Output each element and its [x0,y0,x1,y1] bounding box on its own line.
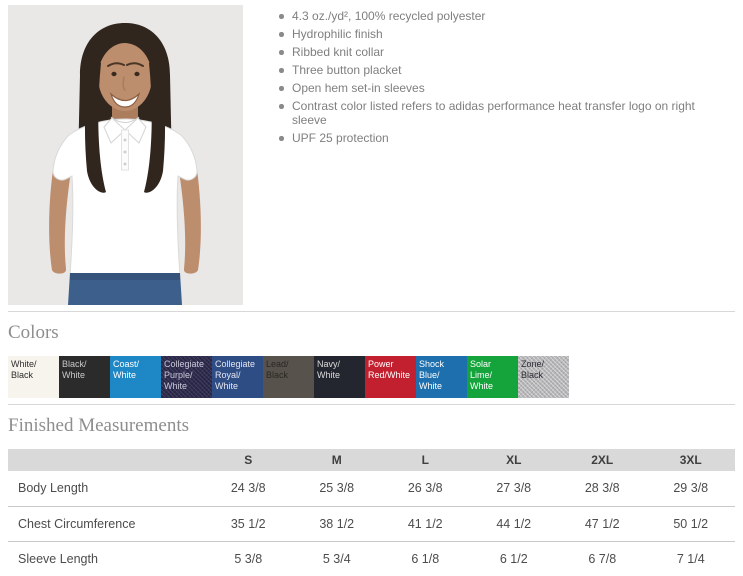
color-swatch-label: Collegiate Purple/ White [164,359,205,391]
color-swatch-solar-lime-white[interactable]: Solar Lime/ White [467,356,518,398]
measurement-value: 35 1/2 [204,505,293,541]
feature-item: 4.3 oz./yd², 100% recycled polyester [277,9,698,23]
size-column-header: 2XL [558,449,647,471]
table-row: Body Length 24 3/8 25 3/8 26 3/8 27 3/8 … [8,471,735,506]
measurement-value: 26 3/8 [407,481,443,496]
measurement-value: 7 1/4 [646,540,735,576]
empty-corner-cell [8,449,204,471]
size-column-header: XL [469,449,558,471]
feature-item: Hydrophilic finish [277,27,698,41]
color-swatch-label: Collegiate Royal/ White [215,359,256,391]
color-swatch-shock-blue-white[interactable]: Shock Blue/ White [416,356,467,398]
product-overview-section: 4.3 oz./yd², 100% recycled polyester Hyd… [8,5,735,305]
feature-item: Open hem set-in sleeves [277,81,698,95]
feature-item: UPF 25 protection [277,131,698,145]
color-swatch-label: Navy/ White [317,359,341,380]
measurement-value: 5 3/8 [204,540,293,576]
measurement-value: 28 3/8 [584,481,620,496]
color-swatch-label: Coast/ White [113,359,140,380]
size-column-header: L [381,449,470,471]
section-divider [8,404,735,405]
table-row: Sleeve Length 5 3/8 5 3/4 6 1/8 6 1/2 6 … [8,540,735,576]
color-swatch-lead-black[interactable]: Lead/ Black [263,356,314,398]
color-swatch-label: Zone/ Black [521,359,545,380]
measurement-value: 6 7/8 [558,540,647,576]
color-swatch-coast-white[interactable]: Coast/ White [110,356,161,398]
feature-item: Ribbed knit collar [277,45,698,59]
feature-item: Three button placket [277,63,698,77]
color-swatch-black-white[interactable]: Black/ White [59,356,110,398]
size-column-header: S [204,449,293,471]
product-photo[interactable] [8,5,243,305]
color-swatch-power-red-white[interactable]: Power Red/White [365,356,416,398]
color-swatch-navy-white[interactable]: Navy/ White [314,356,365,398]
color-swatch-label: Power Red/White [368,359,411,380]
measurement-value: 41 1/2 [381,505,470,541]
color-swatch-collegiate-purple-white[interactable]: Collegiate Purple/ White [161,356,212,398]
color-swatch-label: Lead/ Black [266,359,289,380]
feature-item: Contrast color listed refers to adidas p… [277,99,698,127]
table-header-row: S M L XL 2XL 3XL [8,449,735,471]
feature-list: 4.3 oz./yd², 100% recycled polyester Hyd… [243,9,698,305]
size-column-header: M [292,449,381,471]
measurement-value: 6 1/8 [381,540,470,576]
color-swatch-label: Shock Blue/ White [419,359,445,391]
section-divider [8,311,735,312]
measurement-row-label: Body Length [18,481,89,496]
measurement-value: 6 1/2 [469,540,558,576]
measurement-value: 38 1/2 [292,505,381,541]
measurement-value: 29 3/8 [673,481,709,496]
measurement-value: 27 3/8 [496,481,532,496]
measurement-value: 50 1/2 [646,505,735,541]
color-swatch-label: Black/ White [62,359,87,380]
measurements-table: S M L XL 2XL 3XL Body Length 24 3/8 25 3… [8,449,735,576]
measurement-value: 5 3/4 [292,540,381,576]
color-swatch-white-black[interactable]: White/ Black [8,356,59,398]
color-swatch-collegiate-royal-white[interactable]: Collegiate Royal/ White [212,356,263,398]
measurement-value: 47 1/2 [558,505,647,541]
measurement-row-label: Sleeve Length [8,540,204,576]
table-row: Chest Circumference 35 1/2 38 1/2 41 1/2… [8,505,735,541]
measurement-value: 25 3/8 [319,481,355,496]
colors-heading: Colors [8,322,59,343]
measurement-value: 24 3/8 [230,481,266,496]
color-swatch-label: White/ Black [11,359,37,380]
measurement-row-label: Chest Circumference [8,505,204,541]
color-swatch-zone-black[interactable]: Zone/ Black [518,356,569,398]
measurement-value: 44 1/2 [469,505,558,541]
color-swatch-list: White/ Black Black/ White Coast/ White C… [8,356,735,398]
model-in-white-polo-illustration [8,5,243,305]
color-swatch-label: Solar Lime/ White [470,359,494,391]
finished-measurements-heading: Finished Measurements [8,415,190,436]
size-column-header: 3XL [646,449,735,471]
